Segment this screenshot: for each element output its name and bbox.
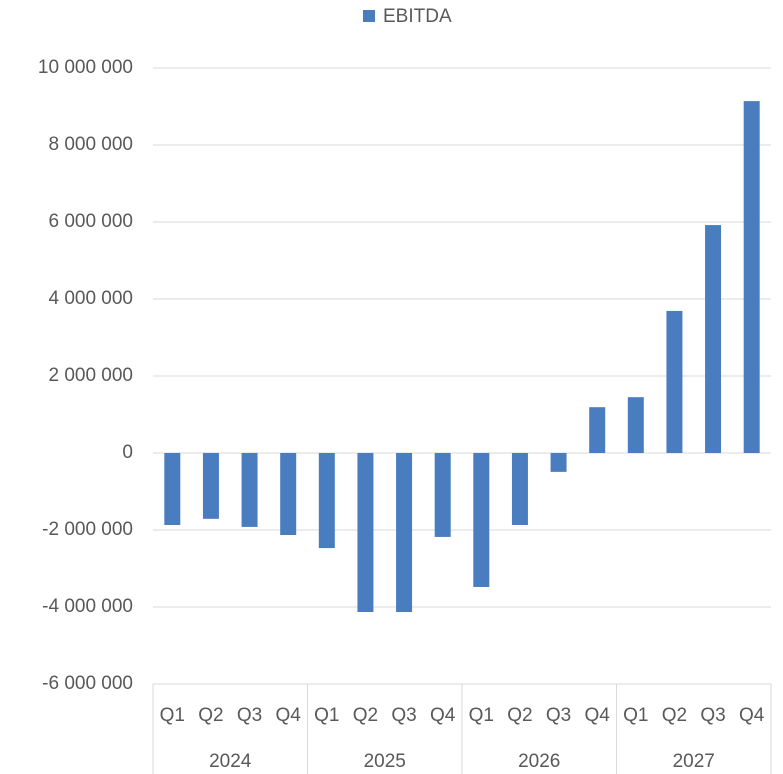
group-label: 2026 [518,751,560,772]
y-tick-label: 0 [122,442,133,463]
x-tick-label: Q4 [585,705,611,726]
x-tick-label: Q3 [700,705,725,726]
x-tick-label: Q1 [160,705,185,726]
group-label: 2024 [209,751,252,772]
y-tick-label: -6 000 000 [42,673,133,694]
x-tick-label: Q1 [623,705,648,726]
x-tick-label: Q3 [237,705,262,726]
legend-label: EBITDA [383,6,452,27]
bar [473,453,490,587]
bar [666,310,683,453]
x-tick-label: Q1 [469,705,494,726]
group-label: 2025 [364,751,406,772]
bar [280,453,297,536]
x-tick-label: Q1 [314,705,339,726]
y-tick-label: 6 000 000 [48,211,133,232]
x-tick-label: Q2 [507,705,532,726]
group-label: 2027 [673,751,715,772]
bar [627,397,644,453]
y-tick-label: -2 000 000 [42,519,133,540]
y-tick-label: -4 000 000 [42,596,133,617]
x-tick-label: Q4 [739,705,765,726]
x-tick-label: Q3 [391,705,416,726]
bar [434,453,451,537]
bar [743,101,760,454]
x-tick-label: Q2 [198,705,223,726]
x-tick-label: Q4 [276,705,302,726]
bar [511,453,528,525]
legend-swatch [363,10,375,22]
bar [396,453,413,613]
x-tick-label: Q4 [430,705,456,726]
y-tick-label: 2 000 000 [48,365,133,386]
y-tick-label: 4 000 000 [48,288,133,309]
bar [589,407,606,453]
bar [357,453,374,613]
bar [705,225,722,453]
x-tick-label: Q2 [662,705,687,726]
bar [202,453,219,519]
y-tick-label: 10 000 000 [38,57,133,78]
x-tick-label: Q3 [546,705,571,726]
x-tick-label: Q2 [353,705,378,726]
bar [550,453,567,472]
y-tick-label: 8 000 000 [48,134,133,155]
bar [241,453,258,527]
bar [318,453,335,549]
bar [164,453,181,525]
